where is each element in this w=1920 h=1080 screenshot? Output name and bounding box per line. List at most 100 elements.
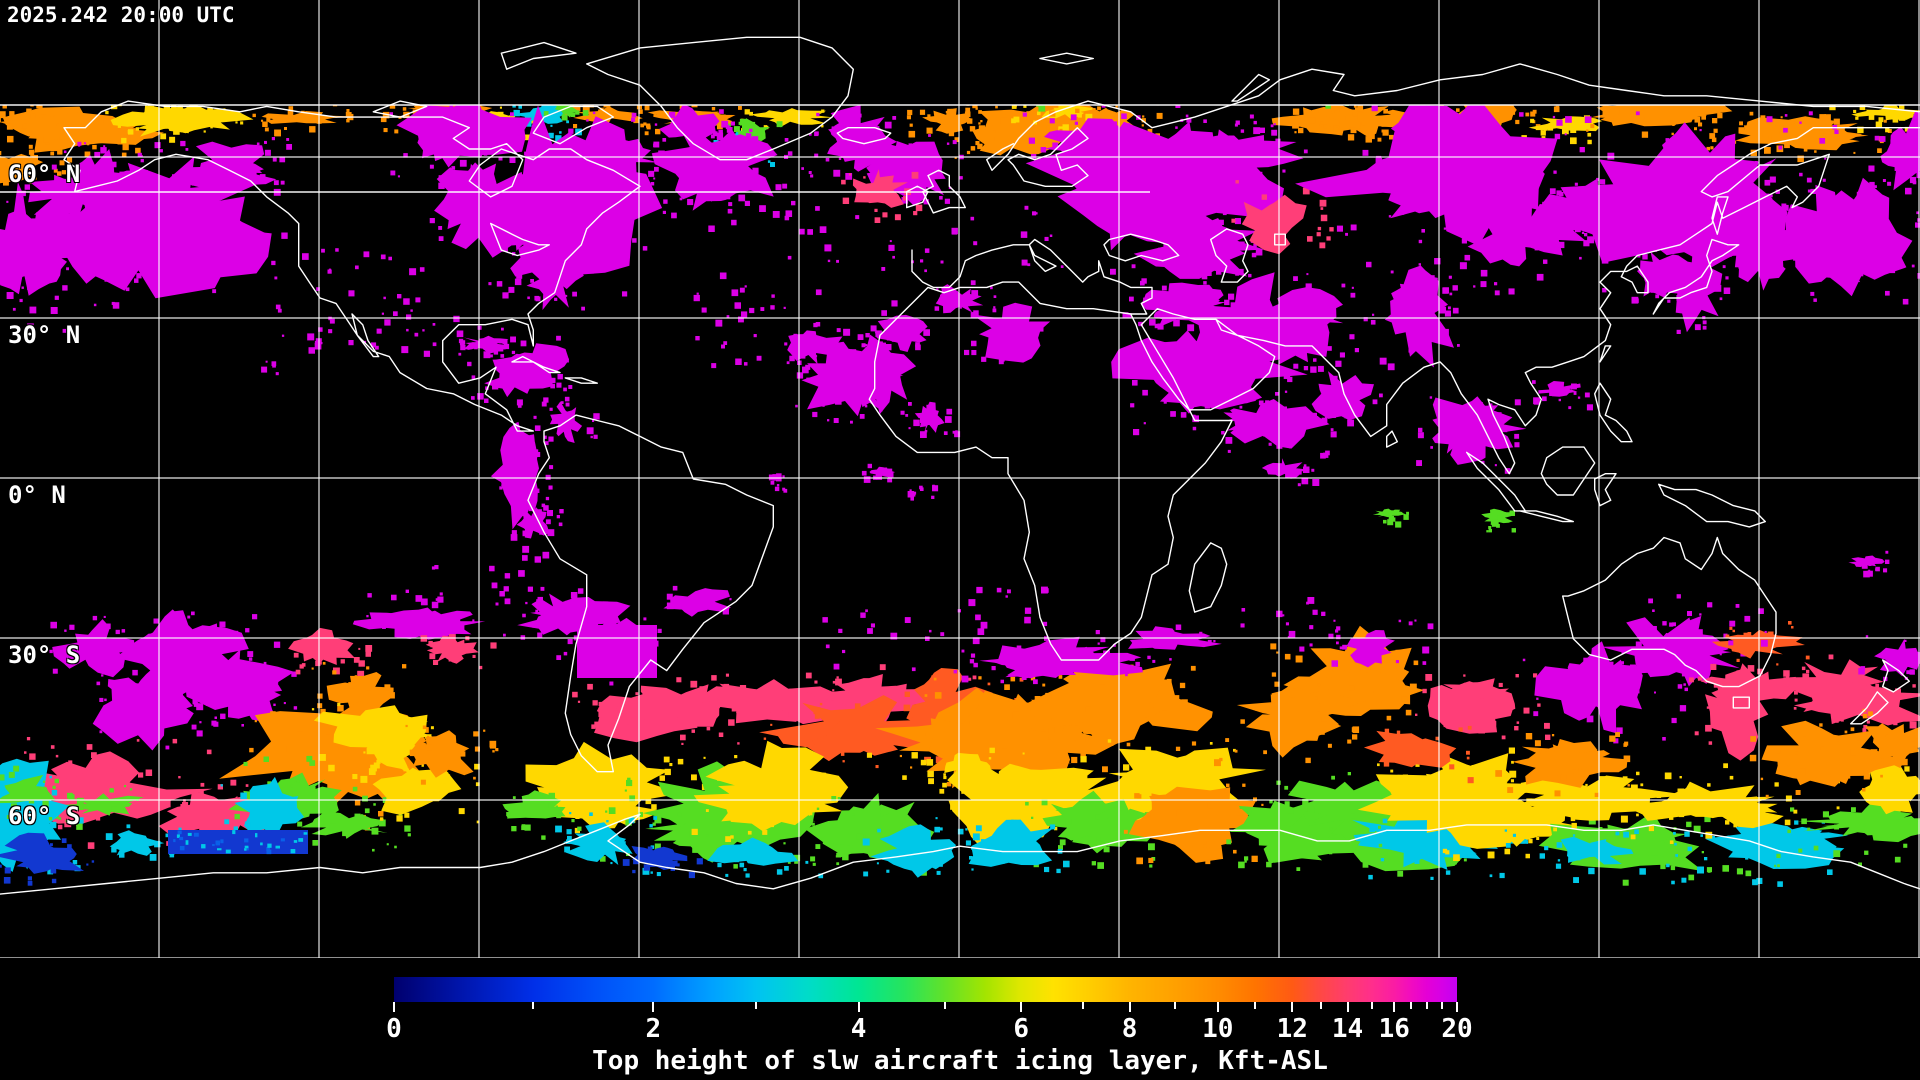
icing-speckle (403, 298, 410, 305)
icing-speckle (594, 259, 599, 263)
icing-speckle (310, 786, 316, 792)
icing-speckle (1747, 632, 1752, 636)
icing-speckle (1231, 375, 1238, 382)
icing-speckle (903, 196, 908, 201)
icing-speckle (1205, 859, 1211, 865)
icing-speckle (1726, 690, 1731, 695)
icing-speckle (218, 686, 225, 693)
icing-speckle (547, 183, 554, 190)
icing-speckle (315, 660, 321, 667)
icing-speckle (25, 856, 32, 863)
icing-speckle (652, 822, 656, 826)
icing-speckle (1514, 399, 1521, 406)
icing-speckle (225, 849, 231, 854)
icing-speckle (701, 601, 707, 607)
icing-speckle (1161, 163, 1165, 167)
icing-speckle (587, 138, 593, 145)
icing-speckle (1794, 751, 1799, 755)
icing-speckle (1115, 105, 1118, 108)
icing-speckle (543, 397, 549, 403)
icing-speckle (1569, 675, 1573, 679)
icing-speckle (692, 846, 699, 853)
icing-speckle (765, 112, 769, 116)
icing-speckle (968, 677, 972, 681)
icing-speckle (796, 372, 804, 379)
icing-speckle (627, 157, 632, 163)
icing-speckle (536, 599, 542, 605)
icing-speckle (431, 566, 436, 570)
icing-speckle (1551, 734, 1555, 737)
icing-speckle (371, 342, 377, 348)
icing-speckle (1596, 177, 1599, 181)
icing-speckle (333, 667, 340, 675)
icing-speckle (1397, 870, 1404, 877)
icing-speckle (1256, 230, 1261, 234)
icing-speckle (1418, 777, 1422, 780)
icing-speckle (904, 617, 911, 623)
icing-speckle (1576, 856, 1581, 861)
icing-speckle (1085, 737, 1090, 743)
icing-speckle (1080, 756, 1087, 763)
icing-speckle (565, 272, 571, 278)
icing-speckle (925, 848, 928, 851)
icing-speckle (1652, 609, 1655, 612)
icing-speckle (232, 209, 238, 215)
icing-speckle (230, 779, 237, 786)
icing-speckle (1761, 205, 1764, 208)
icing-speckle (13, 765, 20, 772)
icing-speckle (1686, 821, 1692, 828)
colorbar-title: Top height of slw aircraft icing layer, … (592, 1046, 1328, 1076)
icing-speckle (820, 374, 824, 378)
icing-speckle (1587, 236, 1595, 244)
icing-speckle (1676, 662, 1681, 668)
icing-speckle (813, 707, 821, 715)
icing-speckle (1370, 320, 1376, 325)
icing-speckle (31, 243, 38, 250)
icing-speckle (1655, 294, 1660, 299)
icing-speckle (428, 640, 433, 646)
icing-speckle (121, 137, 127, 144)
icing-blob (510, 223, 600, 284)
icing-speckle (91, 860, 95, 863)
icing-speckle (1315, 416, 1319, 419)
icing-speckle (6, 123, 13, 130)
icing-speckle (725, 673, 729, 677)
icing-speckle (705, 809, 709, 812)
icing-speckle (965, 107, 971, 113)
icing-speckle (739, 862, 745, 868)
icing-speckle (325, 734, 331, 740)
icing-speckle (523, 247, 530, 254)
icing-speckle (1059, 839, 1066, 846)
icing-speckle (1705, 831, 1713, 839)
icing-speckle (174, 651, 177, 654)
icing-speckle (1063, 860, 1070, 868)
icing-speckle (1210, 364, 1214, 367)
icing-speckle (822, 404, 825, 407)
icing-speckle (569, 812, 572, 815)
icing-speckle (1162, 710, 1168, 717)
icing-speckle (864, 404, 868, 408)
icing-speckle (390, 170, 396, 176)
icing-speckle (22, 124, 27, 129)
icing-speckle (1855, 222, 1860, 227)
icing-speckle (1175, 624, 1182, 630)
icing-speckle (50, 621, 57, 629)
icing-speckle (1074, 167, 1082, 175)
icing-speckle (1611, 676, 1617, 682)
icing-speckle (1211, 151, 1218, 158)
icing-speckle (1769, 176, 1776, 183)
icing-speckle (1504, 429, 1508, 433)
icing-speckle (3, 179, 9, 186)
icing-speckle (372, 848, 375, 852)
icing-speckle (1097, 106, 1101, 111)
icing-speckle (535, 452, 541, 457)
icing-speckle (738, 121, 742, 125)
icing-speckle (327, 269, 332, 274)
icing-speckle (752, 167, 759, 174)
icing-speckle (565, 402, 570, 407)
icing-speckle (978, 125, 985, 132)
icing-speckle (366, 615, 369, 618)
icing-speckle (550, 377, 556, 383)
icing-speckle (1806, 177, 1812, 183)
icing-speckle (68, 137, 72, 141)
